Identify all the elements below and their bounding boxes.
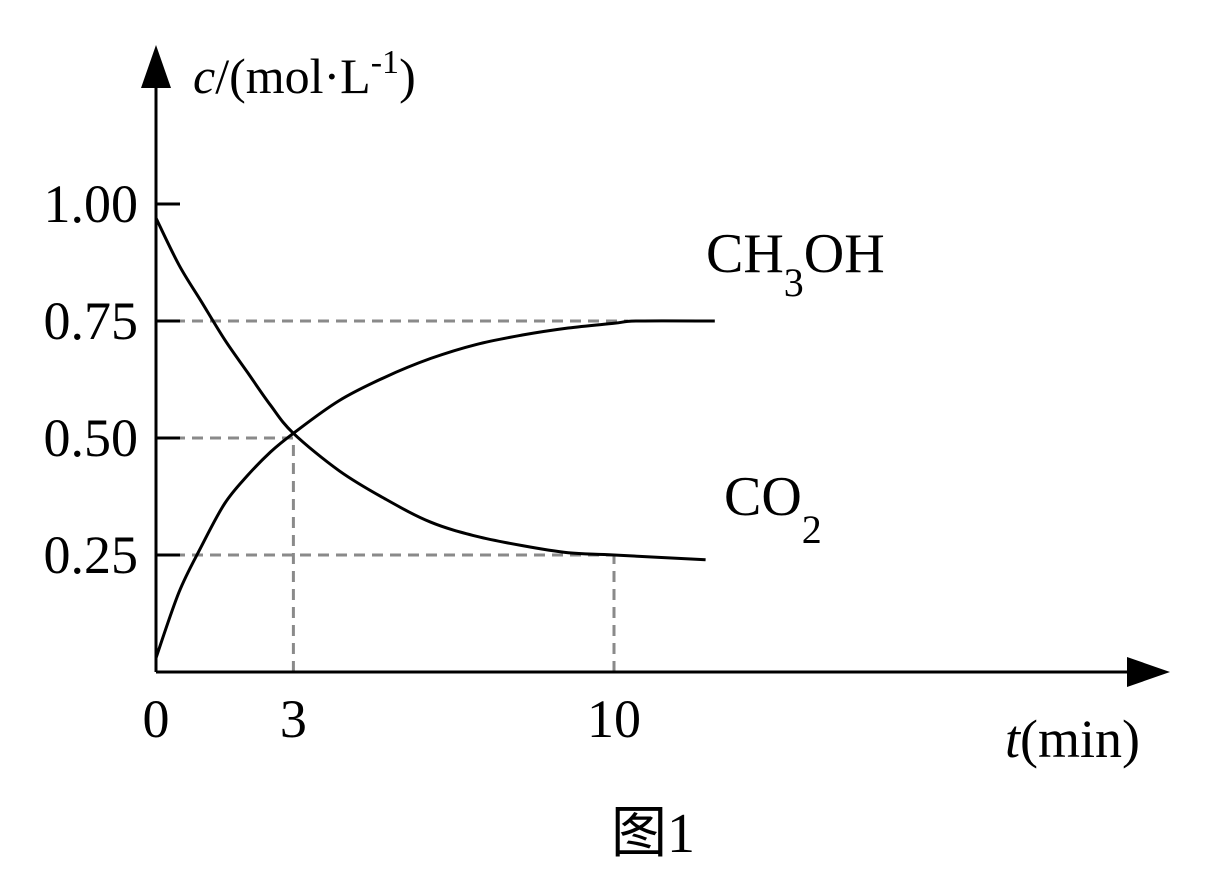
- x-ticks: 0 3 10: [143, 689, 642, 749]
- x-tick-label-2: 10: [587, 689, 641, 749]
- figure-caption: 图1: [611, 803, 695, 865]
- x-axis-unit: (min): [1020, 709, 1140, 769]
- y-axis-unit-close: ): [399, 48, 416, 104]
- x-axis-label: t(min): [1005, 709, 1140, 769]
- x-axis-arrow: [1127, 657, 1170, 687]
- x-axis-variable: t: [1005, 709, 1022, 769]
- y-tick-label-3: 0.25: [44, 525, 139, 585]
- y-axis-arrow: [141, 45, 171, 88]
- series-line-0: [154, 319, 715, 659]
- x-tick-label-0: 0: [143, 689, 170, 749]
- y-tick-label-0: 1.00: [44, 174, 139, 234]
- y-ticks: 1.00 0.75 0.50 0.25: [44, 174, 180, 585]
- series-line-1: [154, 217, 706, 562]
- y-tick-label-2: 0.50: [44, 408, 139, 468]
- y-axis-label: c/(mol·L-1): [193, 44, 416, 104]
- series-lines: [154, 217, 715, 659]
- y-axis-unit-exponent: -1: [371, 44, 399, 81]
- axes: [141, 45, 1170, 687]
- series-label-ch3oh: CH3OH: [706, 223, 885, 305]
- x-tick-label-1: 3: [280, 689, 307, 749]
- series-label-co2: CO2: [724, 466, 822, 552]
- y-axis-unit: /(mol·L: [215, 48, 371, 104]
- y-tick-label-1: 0.75: [44, 291, 139, 351]
- y-axis-variable: c: [193, 48, 215, 104]
